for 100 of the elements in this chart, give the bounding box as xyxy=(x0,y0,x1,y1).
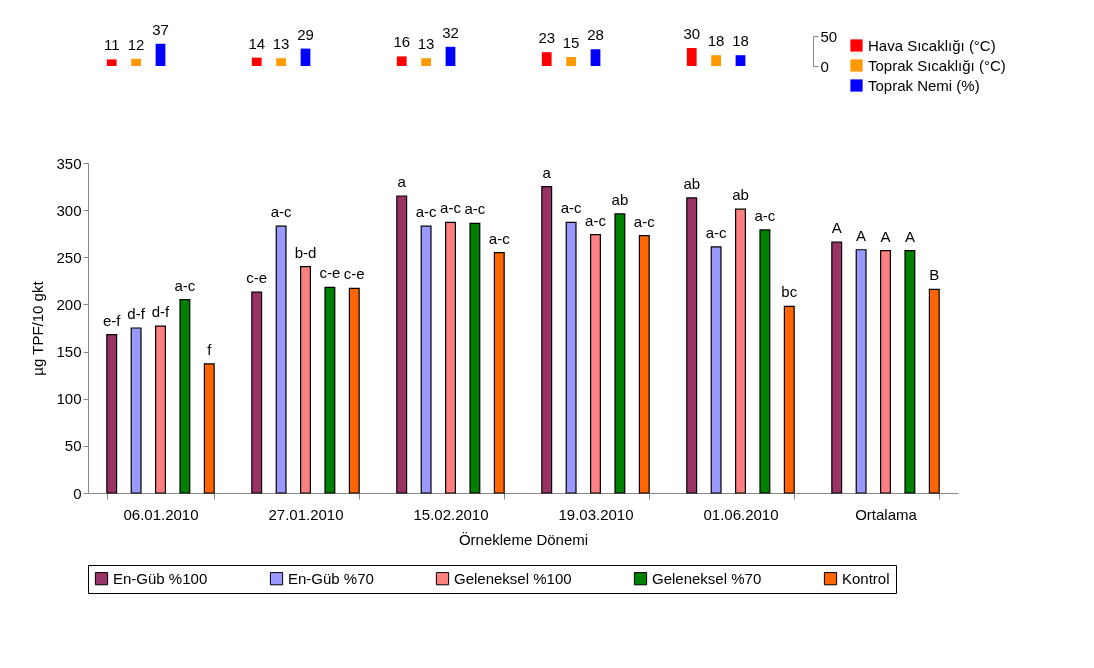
data-label: 29 xyxy=(297,25,314,43)
legend-label: En-Güb %100 xyxy=(113,569,208,587)
bar xyxy=(251,291,263,494)
legend-label: Toprak Nemi (%) xyxy=(868,76,980,94)
bar xyxy=(179,299,191,494)
bar xyxy=(348,287,360,494)
data-label: a xyxy=(542,163,552,181)
data-label: a-c xyxy=(585,211,607,229)
data-label: bc xyxy=(781,283,798,301)
data-label: 30 xyxy=(683,25,701,42)
data-label: 12 xyxy=(127,35,145,53)
data-label: c-e xyxy=(319,264,341,282)
bar xyxy=(445,221,456,494)
bar xyxy=(566,57,576,66)
bar xyxy=(759,229,771,494)
legend-label: Hava Sıcaklığı (°C) xyxy=(868,36,996,54)
data-label: a-c xyxy=(560,199,583,217)
data-label: 18 xyxy=(707,32,725,50)
data-label: ab xyxy=(683,174,701,192)
data-label: a-c xyxy=(440,199,462,217)
bar xyxy=(735,208,746,494)
bar xyxy=(493,251,505,494)
bar xyxy=(106,59,117,66)
bar xyxy=(928,288,940,494)
bar xyxy=(831,241,843,494)
bar xyxy=(880,250,891,494)
data-label: 13 xyxy=(272,35,290,53)
y-tick-label: 0 xyxy=(73,484,82,502)
bar xyxy=(155,43,166,66)
bar xyxy=(855,249,867,494)
bar xyxy=(711,55,721,66)
bar xyxy=(106,334,118,494)
y-tick-label: 50 xyxy=(820,27,838,45)
bar xyxy=(300,266,311,494)
bar xyxy=(469,222,481,494)
data-label: 15 xyxy=(562,34,580,51)
bar xyxy=(614,213,626,494)
data-label: ab xyxy=(732,186,749,204)
bar xyxy=(783,305,795,494)
bar xyxy=(638,235,650,494)
data-label: 16 xyxy=(393,33,411,51)
y-tick-label: 100 xyxy=(56,390,82,408)
y-axis-title: µg TPF/10 gkt xyxy=(29,280,47,376)
data-label: a-c xyxy=(464,200,486,218)
x-tick-label: 01.06.2010 xyxy=(703,505,779,523)
legend-label: Toprak Sıcaklığı (°C) xyxy=(868,56,1006,74)
data-label: 32 xyxy=(442,23,459,41)
data-label: a-c xyxy=(270,203,293,221)
data-label: 11 xyxy=(103,36,120,54)
bar xyxy=(590,49,601,66)
data-label: a-c xyxy=(754,206,776,224)
bar xyxy=(590,234,601,494)
x-tick-label: 15.02.2010 xyxy=(413,505,489,523)
data-label: A xyxy=(831,219,842,237)
data-label: 28 xyxy=(587,26,604,44)
bar xyxy=(541,52,552,66)
x-tick-label: Ortalama xyxy=(855,505,918,523)
x-tick-label: 19.03.2010 xyxy=(558,505,634,523)
data-label: B xyxy=(929,266,940,284)
bar xyxy=(276,58,286,66)
data-label: A xyxy=(856,226,867,244)
y-tick-label: 200 xyxy=(56,295,82,313)
data-label: 18 xyxy=(732,32,749,50)
data-label: A xyxy=(904,227,915,245)
data-label: c-e xyxy=(246,269,268,287)
data-label: a-c xyxy=(488,229,511,247)
legend-label: En-Güb %70 xyxy=(288,569,374,587)
data-label: a-c xyxy=(415,203,438,221)
y-tick-label: 150 xyxy=(56,343,82,361)
bar xyxy=(686,197,698,494)
y-tick-label: 50 xyxy=(64,437,82,455)
bar xyxy=(130,327,142,494)
bar xyxy=(251,57,262,66)
bar xyxy=(203,363,215,494)
bar xyxy=(324,286,336,494)
data-label: 23 xyxy=(538,29,556,47)
data-label: a xyxy=(397,173,407,190)
bar xyxy=(565,221,577,494)
y-tick-label: 350 xyxy=(56,154,82,172)
bar xyxy=(275,225,287,494)
bar xyxy=(541,185,553,494)
data-label: b-d xyxy=(294,243,317,261)
bar xyxy=(710,246,722,494)
bar xyxy=(420,225,432,494)
bar xyxy=(904,250,916,494)
data-label: 37 xyxy=(152,20,169,38)
data-label: a-c xyxy=(174,276,196,294)
y-tick-label: 250 xyxy=(56,248,82,266)
bar xyxy=(300,48,311,66)
bar xyxy=(155,325,166,494)
data-label: A xyxy=(880,227,891,245)
bar xyxy=(686,48,697,66)
data-label: e-f xyxy=(102,311,122,329)
data-label: ab xyxy=(611,190,629,208)
bar xyxy=(396,195,408,494)
data-label: d-f xyxy=(151,303,171,321)
x-tick-label: 27.01.2010 xyxy=(268,505,344,523)
data-label: 14 xyxy=(248,34,266,52)
data-label: a-c xyxy=(633,212,656,230)
x-tick-label: 06.01.2010 xyxy=(123,505,199,523)
